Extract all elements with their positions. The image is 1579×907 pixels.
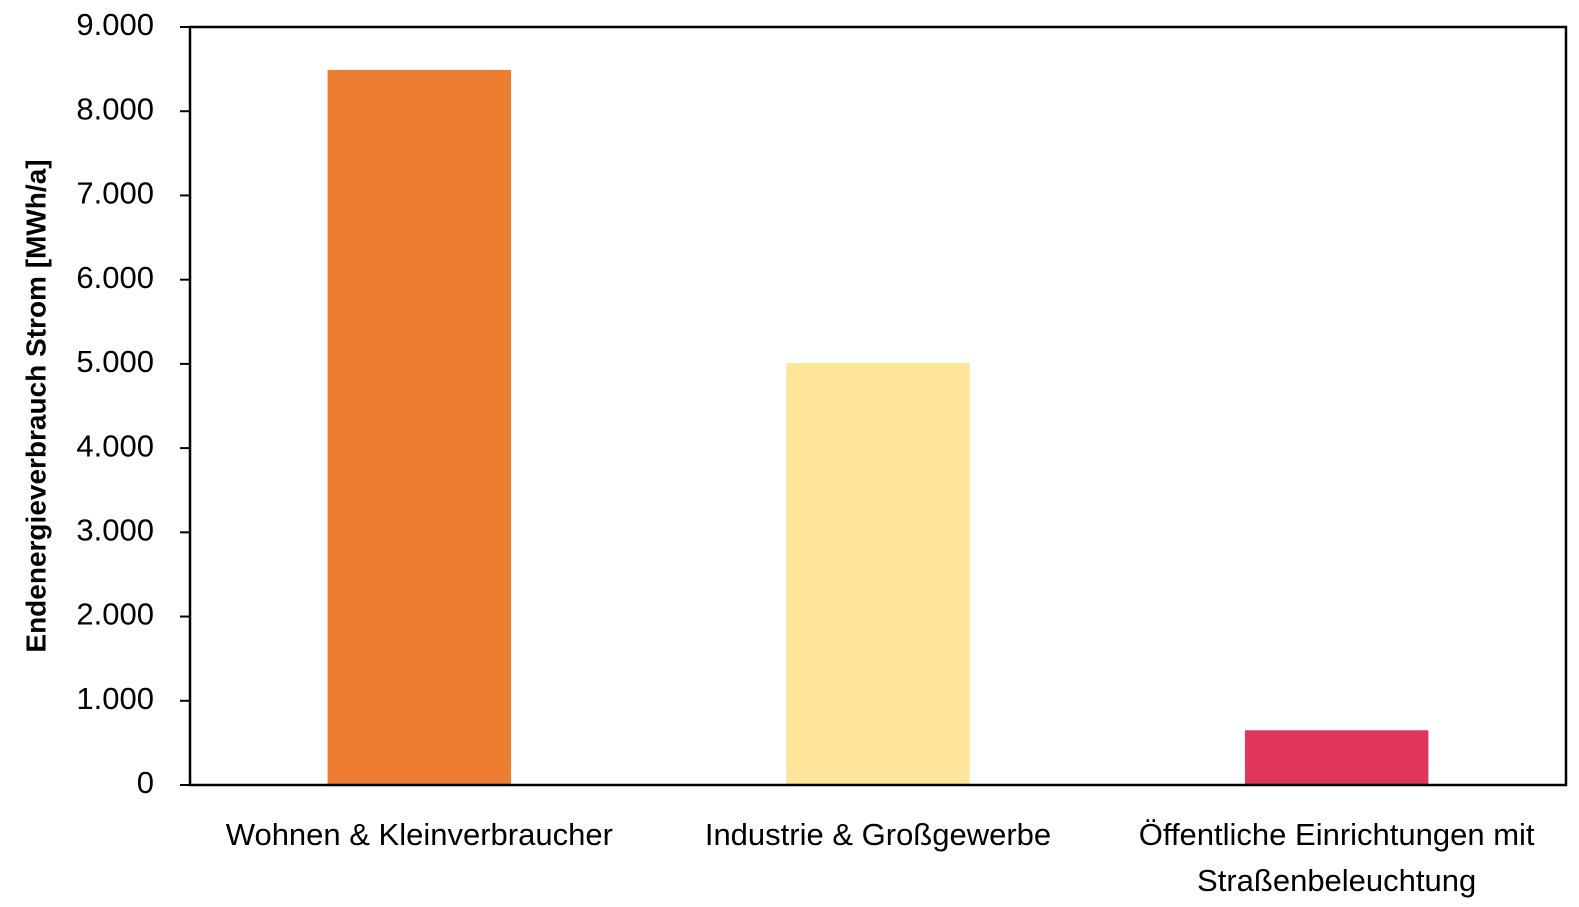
bar [327, 69, 512, 786]
plot-frame [188, 25, 1568, 787]
y-tick-label: 6.000 [76, 260, 154, 295]
y-tick-label: 3.000 [76, 513, 154, 548]
y-tick-label: 4.000 [76, 428, 154, 463]
bar [786, 363, 970, 785]
x-tick-label: Wohnen & Kleinverbraucher [225, 817, 613, 852]
y-tick-label: 5.000 [76, 344, 154, 379]
y-tick-label: 7.000 [76, 176, 154, 211]
y-tick-label: 8.000 [76, 91, 154, 126]
x-tick-label: Industrie & Großgewerbe [704, 817, 1052, 852]
y-axis-label: Endenergieverbrauch Strom [MWh/a] [20, 159, 51, 652]
y-tick-label: 2.000 [76, 597, 154, 632]
y-tick-label: 0 [137, 765, 154, 800]
y-tick-label: 1.000 [76, 681, 154, 716]
y-tick-label: 9.000 [76, 7, 154, 42]
x-tick-label: Öffentliche Einrichtungen mit Straßenbel… [1138, 817, 1535, 898]
bar [1244, 730, 1429, 785]
